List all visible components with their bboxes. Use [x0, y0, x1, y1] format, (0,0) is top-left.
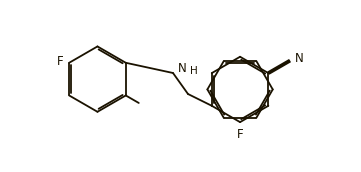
- Text: N: N: [178, 62, 187, 74]
- Text: H: H: [190, 66, 198, 76]
- Text: F: F: [57, 55, 63, 68]
- Text: F: F: [237, 128, 243, 141]
- Text: N: N: [295, 52, 304, 65]
